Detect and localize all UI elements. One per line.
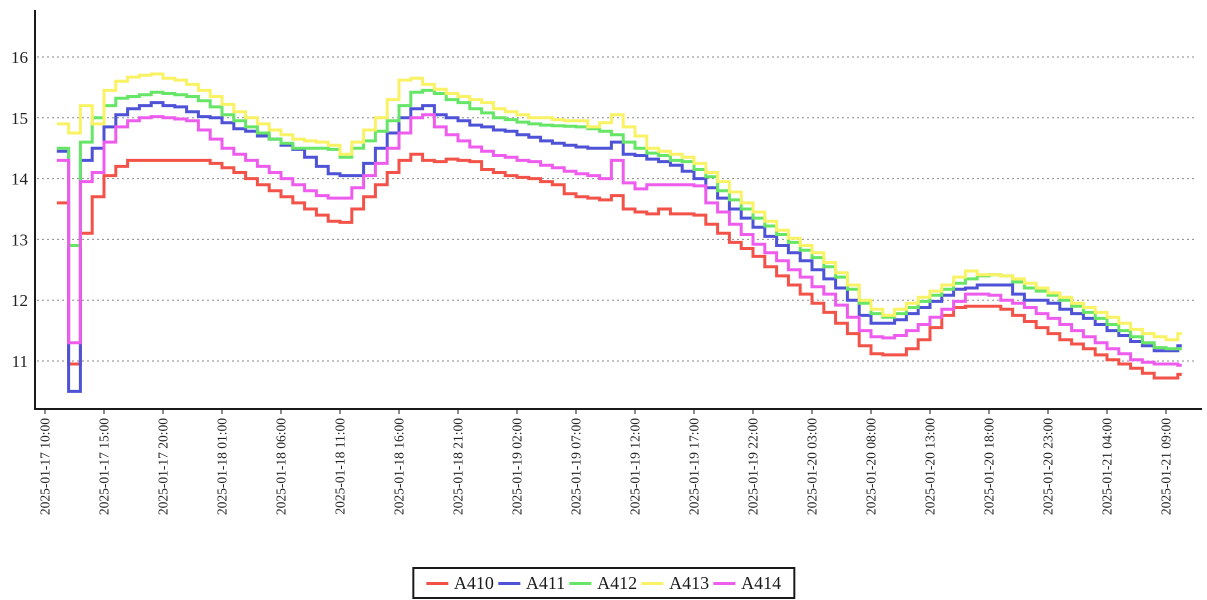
legend: A410 A411 A412 A413 A414 [411,567,796,599]
legend-label: A414 [741,573,782,593]
legend-label: A410 [453,573,494,593]
legend-label: A413 [669,573,710,593]
y-axis-tick-label: 12 [11,291,28,310]
series-line-A411 [56,101,1182,393]
x-axis-tick-label: 2025-01-19 12:00 [628,418,643,515]
x-axis-tick-label: 2025-01-18 21:00 [451,418,466,515]
x-axis-tick-label: 2025-01-19 07:00 [569,418,584,515]
x-axis-tick-label: 2025-01-19 17:00 [687,418,702,515]
x-axis-tick-label: 2025-01-18 16:00 [392,418,407,515]
x-axis-tick-label: 2025-01-20 03:00 [805,418,820,515]
x-axis-tick-label: 2025-01-17 15:00 [97,418,112,515]
x-axis-tick-label: 2025-01-21 04:00 [1100,418,1115,515]
x-axis-tick-label: 2025-01-20 18:00 [982,418,997,515]
y-axis-tick-label: 13 [11,230,28,249]
legend-item-A410: A410 [425,572,494,594]
legend-item-A413: A413 [641,572,709,594]
legend-swatch-A411 [497,581,520,585]
y-axis-tick-label: 16 [11,48,28,67]
series-line-A414 [56,113,1182,367]
x-axis-tick-label: 2025-01-20 08:00 [864,418,879,515]
legend-swatch-A410 [425,581,448,585]
y-axis-tick-label: 11 [12,352,28,371]
series-line-A413 [56,72,1182,342]
legend-swatch-A414 [713,581,736,585]
x-axis-tick-label: 2025-01-20 23:00 [1041,418,1056,515]
legend-swatch-A412 [569,581,592,585]
x-axis-tick-label: 2025-01-18 06:00 [274,418,289,515]
y-axis-tick-label: 15 [11,109,28,128]
x-axis-tick-label: 2025-01-17 20:00 [156,418,171,515]
legend-item-A412: A412 [569,572,637,594]
x-axis-tick-label: 2025-01-21 09:00 [1159,418,1174,515]
x-axis-tick-label: 2025-01-18 11:00 [333,418,348,515]
legend-label: A411 [525,573,566,593]
series-line-A410 [56,152,1182,380]
x-axis-tick-label: 2025-01-19 22:00 [746,418,761,515]
legend-item-A414: A414 [713,572,781,594]
legend-swatch-A413 [641,581,664,585]
x-axis-tick-label: 2025-01-18 01:00 [215,418,230,515]
x-axis-tick-label: 2025-01-19 02:00 [510,418,525,515]
legend-label: A412 [597,573,638,593]
x-axis-tick-label: 2025-01-20 13:00 [923,418,938,515]
y-axis-tick-label: 14 [11,170,29,189]
legend-item-A411: A411 [497,572,566,594]
x-axis-tick-label: 2025-01-17 10:00 [38,418,53,515]
